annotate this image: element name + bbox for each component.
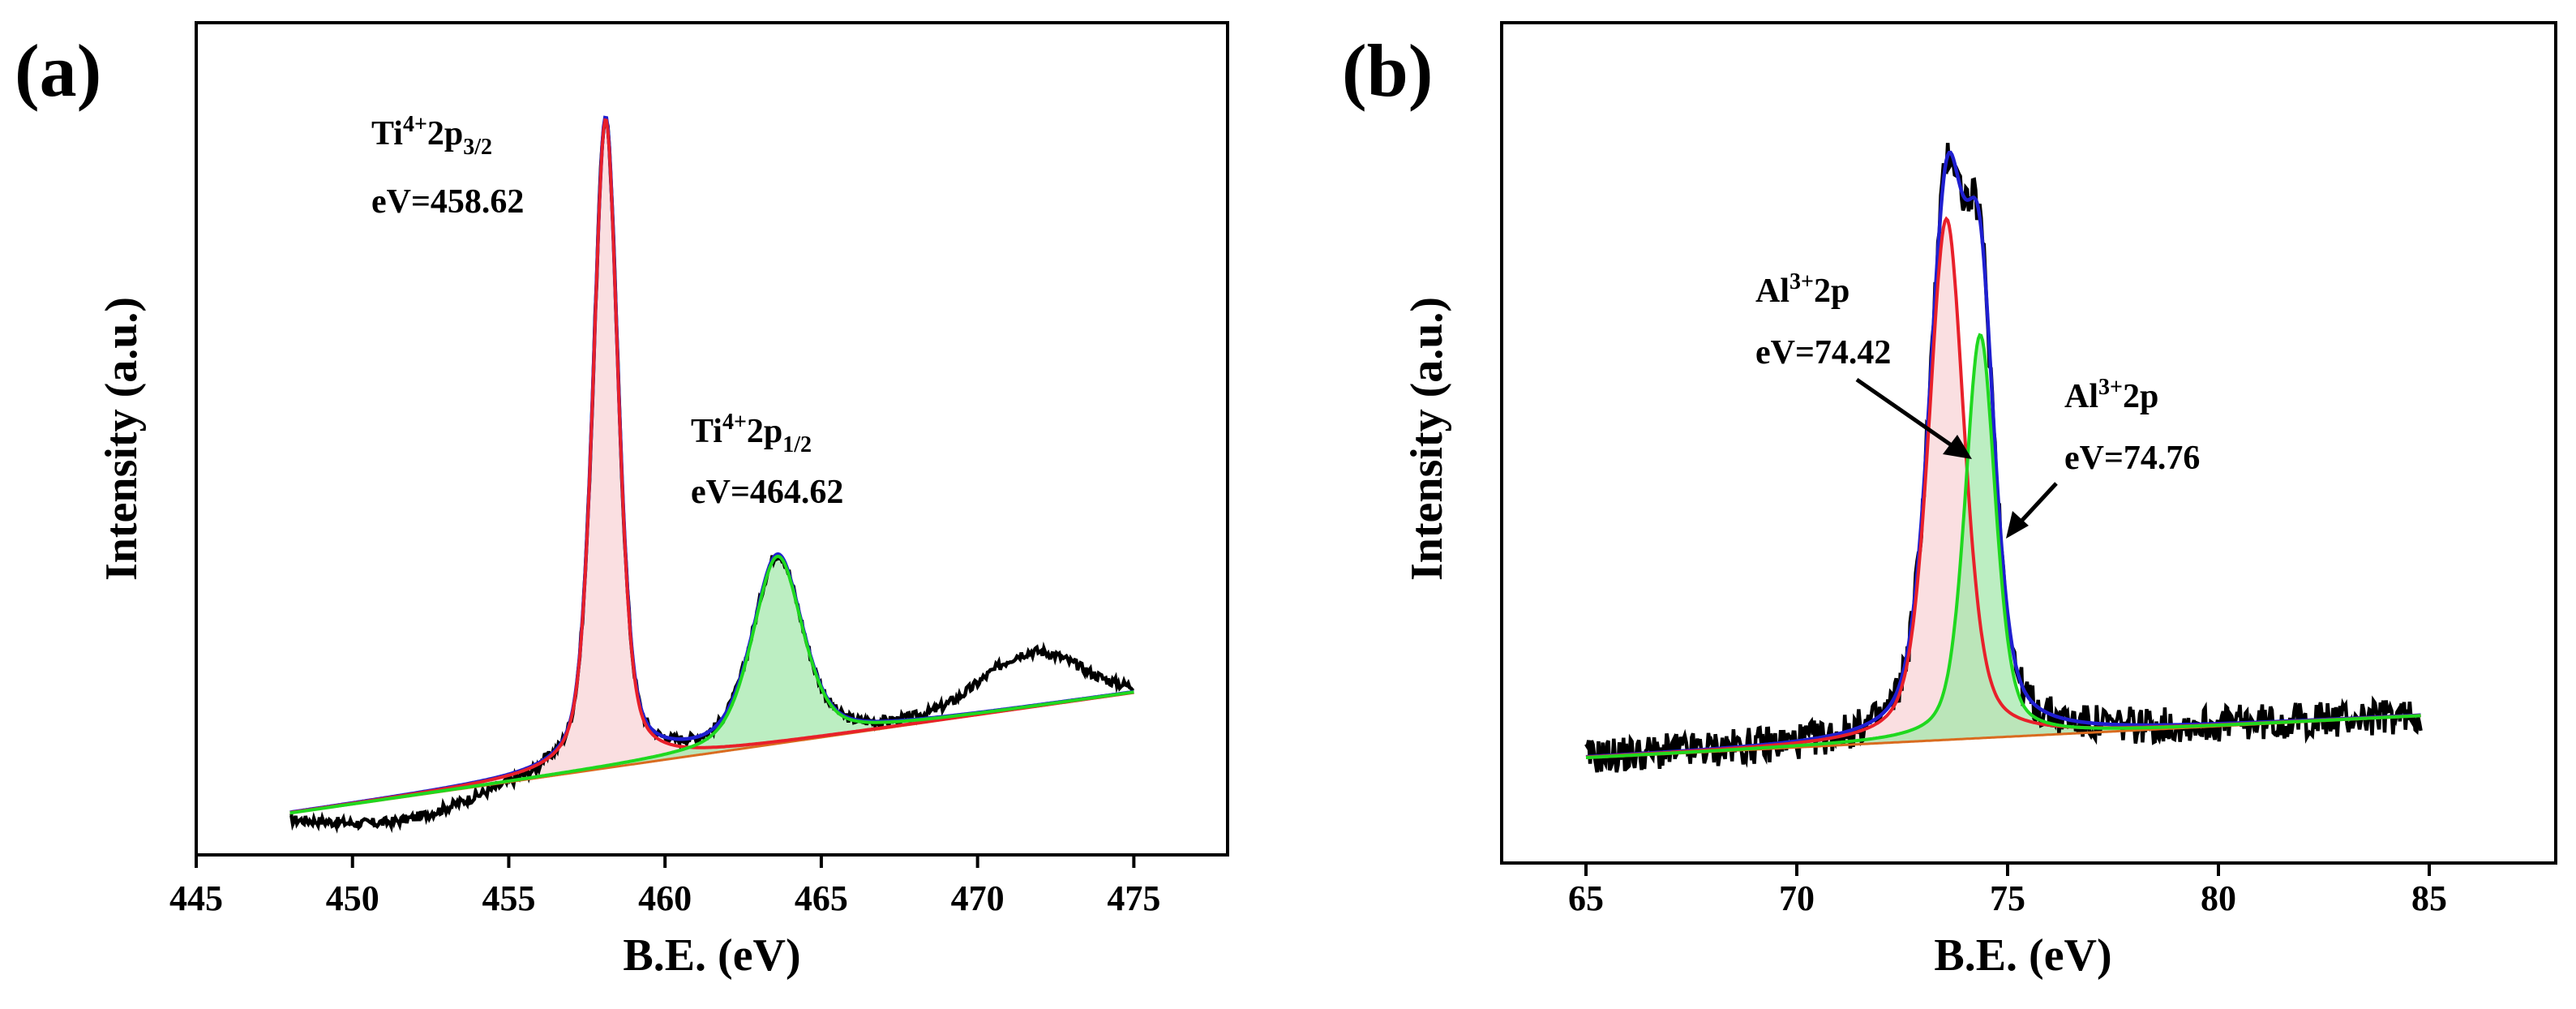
panel-a-label: (a) bbox=[15, 29, 101, 112]
x-tick-label: 460 bbox=[638, 878, 692, 918]
annotation-label: Al3+2p bbox=[1755, 269, 1849, 310]
x-tick-label: 65 bbox=[1568, 878, 1604, 918]
panel-a: (a) Intensity (a.u.) B.E. (eV) 445 450 4… bbox=[15, 21, 1229, 981]
panel-b-series bbox=[1584, 143, 2423, 773]
panel-b-x-ticks bbox=[1584, 863, 2431, 876]
annotation-arrow-shaft bbox=[2014, 482, 2058, 529]
x-tick-label: 80 bbox=[2201, 878, 2236, 918]
panel-a-x-tick-labels: 445 450 455 460 465 470 475 bbox=[169, 878, 1160, 918]
panel-b-x-tick-labels: 65 70 75 80 85 bbox=[1568, 878, 2447, 918]
peak-2-fill-area bbox=[1586, 335, 2421, 758]
annotation-arrow-head bbox=[1943, 435, 1972, 459]
panel-a-y-axis-title: Intensity (a.u.) bbox=[96, 297, 147, 581]
annotation-value: eV=458.62 bbox=[371, 183, 524, 221]
x-tick-label: 450 bbox=[326, 878, 379, 918]
x-tick-label: 75 bbox=[1990, 878, 2025, 918]
x-tick-label: 445 bbox=[169, 878, 223, 918]
peak-2-fit-line bbox=[1585, 333, 2421, 759]
panel-b-x-axis-title: B.E. (eV) bbox=[1934, 930, 2111, 981]
panel-b-annotation-1: Al3+2p eV=74.42 bbox=[1755, 269, 1972, 459]
annotation-arrow-shaft bbox=[1855, 377, 1959, 452]
panel-b-label: (b) bbox=[1342, 29, 1433, 112]
panel-a-annotation-1: Ti4+2p3/2 eV=458.62 bbox=[371, 112, 524, 221]
x-tick-label: 465 bbox=[795, 878, 848, 918]
x-tick-label: 470 bbox=[951, 878, 1005, 918]
panel-b-plot-frame bbox=[1500, 21, 2557, 865]
panel-b-annotation-2: Al3+2p eV=74.76 bbox=[2006, 375, 2200, 539]
panel-a-plot-frame bbox=[195, 21, 1229, 857]
annotation-value: eV=464.62 bbox=[691, 474, 843, 511]
x-tick-label: 475 bbox=[1107, 878, 1160, 918]
panel-b: (b) Intensity (a.u.) B.E. (eV) 65 70 75 … bbox=[1342, 21, 2557, 981]
x-tick-label: 455 bbox=[482, 878, 535, 918]
x-tick-label: 85 bbox=[2411, 878, 2447, 918]
panel-a-x-axis-title: B.E. (eV) bbox=[623, 930, 800, 981]
annotation-label: Al3+2p bbox=[2064, 375, 2158, 415]
annotation-value: eV=74.76 bbox=[2064, 440, 2200, 477]
panel-a-series bbox=[289, 115, 1134, 834]
panel-b-y-axis-title: Intensity (a.u.) bbox=[1402, 297, 1452, 581]
panel-a-annotation-2: Ti4+2p1/2 eV=464.62 bbox=[691, 410, 843, 511]
annotation-label: Ti4+2p1/2 bbox=[691, 410, 812, 457]
annotation-label: Ti4+2p3/2 bbox=[371, 112, 492, 160]
panel-a-x-ticks bbox=[195, 855, 1136, 868]
peak-2-fit-line bbox=[289, 554, 1134, 815]
annotation-value: eV=74.42 bbox=[1755, 334, 1891, 371]
annotation-arrow-head bbox=[2006, 511, 2029, 539]
peak-2-fill-area bbox=[289, 556, 1134, 814]
x-tick-label: 70 bbox=[1779, 878, 1815, 918]
